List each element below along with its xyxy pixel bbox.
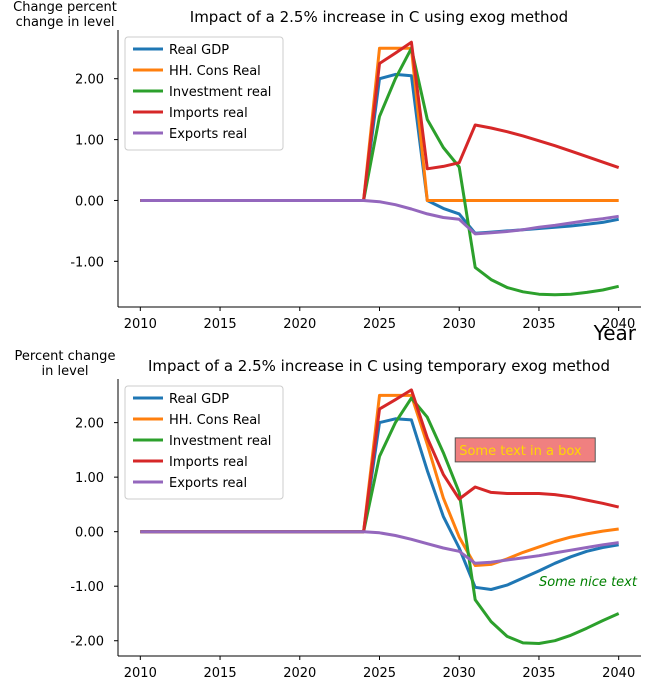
x-tick-label: 2025 (363, 317, 396, 332)
legend-entry: Imports real (169, 106, 248, 121)
x-tick-label: 2010 (124, 317, 157, 332)
legend: Real GDP HH. Cons Real Investment real Impo… (124, 385, 284, 500)
x-tick-label: 2015 (204, 317, 237, 332)
x-tick-label: 2030 (443, 666, 476, 681)
x-tick-label: 2015 (204, 666, 237, 681)
legend-entry: Imports real (169, 455, 248, 470)
series-line-exports-real (140, 199, 619, 236)
legend-entry: HH. Cons Real (169, 413, 261, 428)
y-axis-label: change in level (16, 15, 115, 30)
x-tick-label: 2040 (602, 317, 635, 332)
y-tick-label: 0.00 (75, 194, 104, 209)
x-tick-label: 2025 (363, 666, 396, 681)
annotation-box (454, 437, 596, 463)
legend-frame (124, 385, 284, 500)
x-tick-label: 2020 (283, 666, 316, 681)
x-tick-label: 2030 (443, 317, 476, 332)
legend-entry: Exports real (169, 127, 247, 142)
y-axis-label: Percent change (15, 349, 116, 364)
y-tick-label: -1.00 (70, 255, 104, 270)
legend-entry: Real GDP (169, 43, 229, 58)
x-tick-label: 2035 (522, 666, 555, 681)
x-tick-label: 2020 (283, 317, 316, 332)
legend-entry: HH. Cons Real (169, 64, 261, 79)
legend-entry: Investment real (169, 434, 271, 449)
chart-title: Impact of a 2.5% increase in C using tem… (148, 357, 610, 375)
y-tick-label: 1.00 (75, 471, 104, 486)
chart-title: Impact of a 2.5% increase in C using exo… (190, 8, 568, 26)
chart-2: 2010 2015 2020 2025 2030 2035 2040 -2.00 -1.00 0.… (15, 349, 641, 681)
y-tick-label: 2.00 (75, 417, 104, 432)
y-tick-label: 2.00 (75, 73, 104, 88)
x-axis-label: Year (593, 321, 637, 345)
annotation-text: Some text in a box (459, 444, 582, 459)
y-tick-label: -1.00 (70, 580, 104, 595)
legend-entry: Real GDP (169, 392, 229, 407)
y-tick-label: 1.00 (75, 134, 104, 149)
legend-frame (124, 36, 284, 151)
legend: Real GDP HH. Cons Real Investment real Impo… (124, 36, 284, 151)
legend-entry: Exports real (169, 476, 247, 491)
series-line-exports-real (140, 530, 619, 565)
legend-entry: Investment real (169, 85, 271, 100)
annotation-text: Some nice text (539, 575, 638, 590)
chart-1: 2010 2015 2020 2025 2030 2035 2040 -1.00 0.00 1.0… (13, 0, 641, 345)
x-tick-label: 2010 (124, 666, 157, 681)
x-tick-label: 2035 (522, 317, 555, 332)
y-tick-label: -2.00 (70, 635, 104, 650)
y-tick-label: 0.00 (75, 526, 104, 541)
x-tick-label: 2040 (602, 666, 635, 681)
y-axis-label: Change percent (13, 0, 117, 15)
y-axis-label: in level (42, 364, 89, 379)
